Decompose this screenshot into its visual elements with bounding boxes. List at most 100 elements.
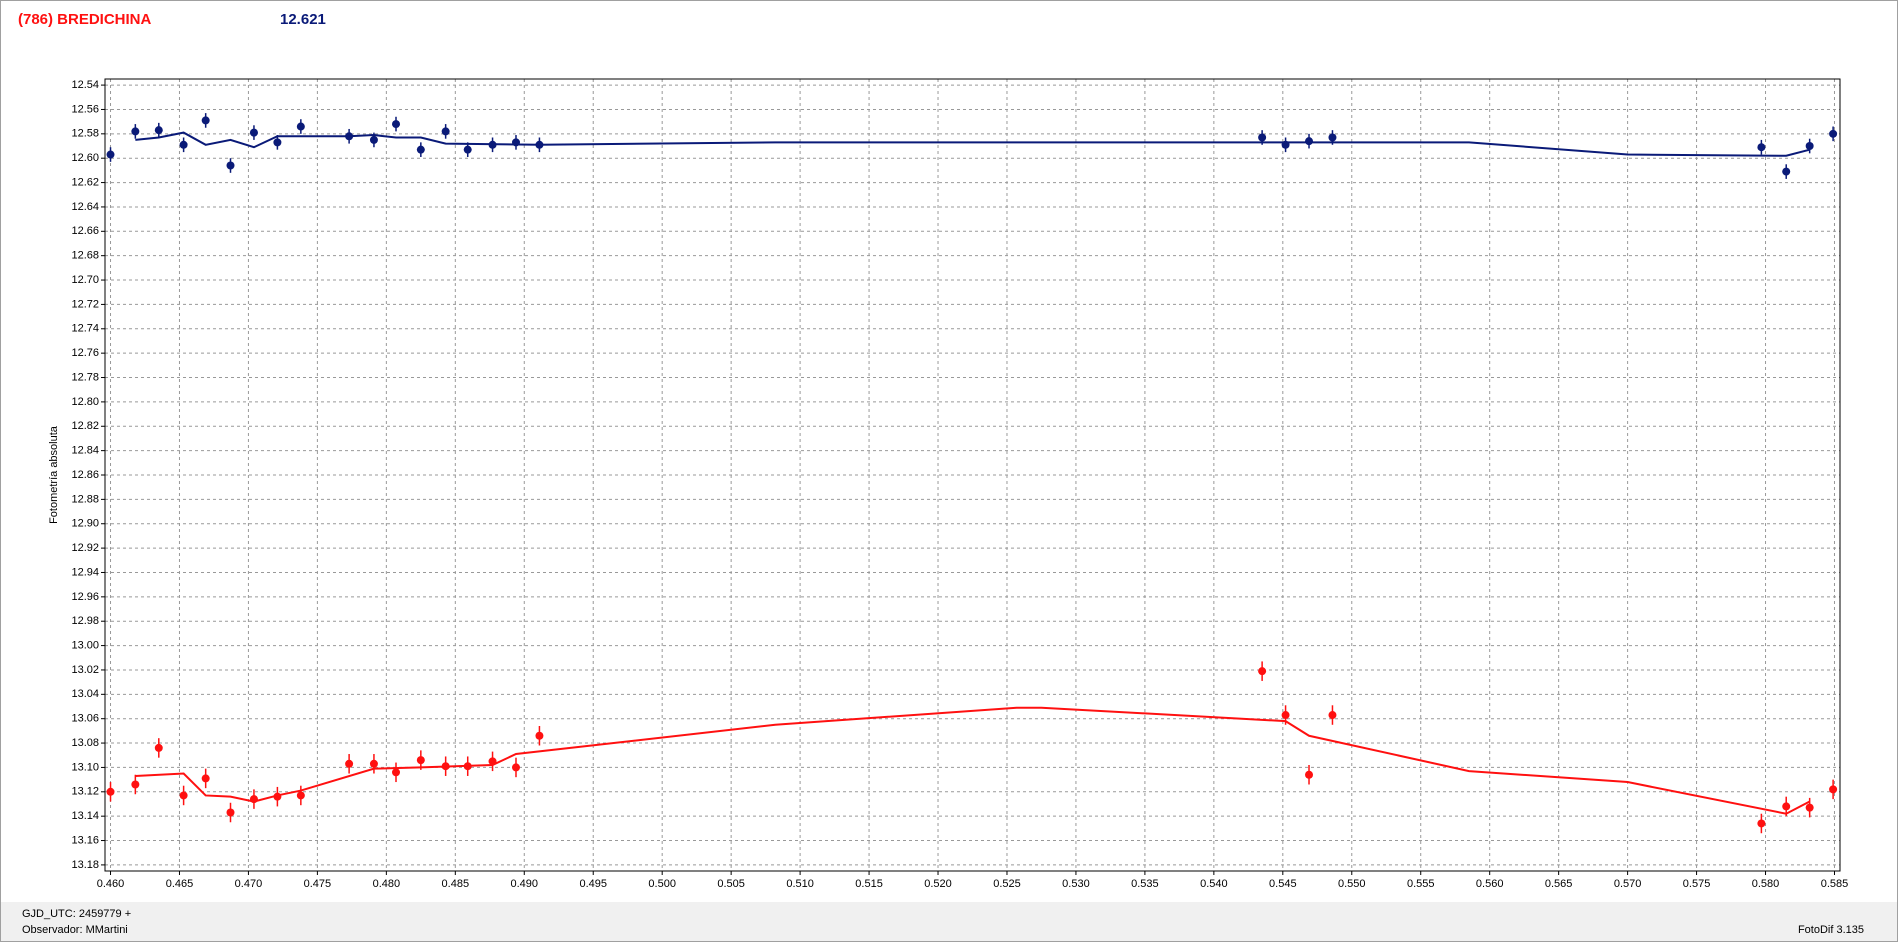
data-point <box>1757 819 1766 828</box>
y-tick-label: 12.70 <box>71 274 99 286</box>
y-tick-label: 12.96 <box>71 591 99 603</box>
footer-text: FotoDif 3.135 <box>1798 924 1864 936</box>
x-tick-label: 0.550 <box>1338 878 1366 890</box>
y-tick-label: 13.18 <box>71 859 99 871</box>
data-point <box>511 763 520 772</box>
data-point <box>226 161 235 170</box>
y-tick-label: 13.04 <box>71 688 99 700</box>
data-point <box>106 787 115 796</box>
x-tick-label: 0.530 <box>1062 878 1090 890</box>
x-tick-label: 0.505 <box>717 878 745 890</box>
data-point <box>488 140 497 149</box>
x-tick-label: 0.485 <box>442 878 470 890</box>
data-point <box>369 135 378 144</box>
y-tick-label: 12.56 <box>71 103 99 115</box>
data-point <box>369 759 378 768</box>
footer-panel <box>1 902 1897 941</box>
data-point <box>106 150 115 159</box>
data-point <box>463 762 472 771</box>
fit-line <box>135 706 1811 815</box>
y-axis-label: Fotometría absoluta <box>48 425 60 524</box>
data-point <box>1757 143 1766 152</box>
data-point <box>1328 133 1337 142</box>
data-point <box>201 116 210 125</box>
data-point <box>1258 133 1267 142</box>
y-tick-label: 13.10 <box>71 761 99 773</box>
data-point <box>463 145 472 154</box>
footer-text: GJD_UTC: 2459779 + <box>22 908 131 920</box>
x-tick-label: 0.520 <box>924 878 952 890</box>
data-point <box>201 774 210 783</box>
data-point <box>131 780 140 789</box>
data-point <box>179 791 188 800</box>
x-tick-label: 0.525 <box>993 878 1021 890</box>
data-point <box>1281 711 1290 720</box>
x-tick-label: 0.475 <box>304 878 332 890</box>
x-tick-label: 0.490 <box>511 878 539 890</box>
data-point <box>535 731 544 740</box>
data-point <box>273 792 282 801</box>
data-point <box>154 126 163 135</box>
y-tick-label: 12.82 <box>71 420 99 432</box>
data-point <box>488 757 497 766</box>
x-tick-label: 0.545 <box>1269 878 1297 890</box>
y-tick-label: 13.00 <box>71 639 99 651</box>
data-point <box>1305 137 1314 146</box>
x-tick-label: 0.515 <box>855 878 883 890</box>
data-point <box>154 743 163 752</box>
y-tick-label: 12.74 <box>71 323 99 335</box>
data-point <box>179 140 188 149</box>
x-tick-label: 0.465 <box>166 878 194 890</box>
data-point <box>1829 785 1838 794</box>
y-tick-label: 12.92 <box>71 542 99 554</box>
data-point <box>1805 142 1814 151</box>
y-tick-label: 13.08 <box>71 737 99 749</box>
x-tick-label: 0.540 <box>1200 878 1228 890</box>
y-tick-label: 12.94 <box>71 566 99 578</box>
data-point <box>511 138 520 147</box>
y-tick-label: 12.86 <box>71 469 99 481</box>
y-tick-label: 12.80 <box>71 396 99 408</box>
data-point <box>1829 129 1838 138</box>
y-tick-label: 12.78 <box>71 371 99 383</box>
x-tick-label: 0.500 <box>648 878 676 890</box>
y-tick-label: 12.58 <box>71 128 99 140</box>
y-tick-label: 12.66 <box>71 225 99 237</box>
data-point <box>296 122 305 131</box>
y-tick-label: 12.98 <box>71 615 99 627</box>
data-point <box>273 138 282 147</box>
x-tick-label: 0.480 <box>373 878 401 890</box>
x-tick-label: 0.535 <box>1131 878 1159 890</box>
y-tick-label: 13.12 <box>71 786 99 798</box>
data-point <box>441 127 450 136</box>
x-tick-label: 0.510 <box>786 878 814 890</box>
y-tick-label: 12.54 <box>71 79 99 91</box>
data-point <box>392 120 401 129</box>
y-tick-label: 12.72 <box>71 298 99 310</box>
x-tick-label: 0.575 <box>1683 878 1711 890</box>
x-tick-label: 0.560 <box>1476 878 1504 890</box>
y-tick-label: 13.06 <box>71 713 99 725</box>
y-tick-label: 12.84 <box>71 445 99 457</box>
x-tick-label: 0.470 <box>235 878 263 890</box>
x-tick-label: 0.460 <box>97 878 125 890</box>
data-point <box>345 132 354 141</box>
x-tick-label: 0.495 <box>579 878 607 890</box>
x-tick-label: 0.580 <box>1752 878 1780 890</box>
y-tick-label: 12.64 <box>71 201 99 213</box>
data-point <box>441 762 450 771</box>
data-point <box>1305 770 1314 779</box>
data-point <box>416 756 425 765</box>
y-tick-label: 13.14 <box>71 810 99 822</box>
chart-subtitle: 12.621 <box>280 11 326 28</box>
data-point <box>1805 803 1814 812</box>
data-point <box>1281 140 1290 149</box>
data-point <box>392 768 401 777</box>
data-point <box>1782 167 1791 176</box>
data-point <box>249 795 258 804</box>
data-point <box>131 127 140 136</box>
chart-title: (786) BREDICHINA <box>18 11 152 28</box>
x-tick-label: 0.555 <box>1407 878 1435 890</box>
